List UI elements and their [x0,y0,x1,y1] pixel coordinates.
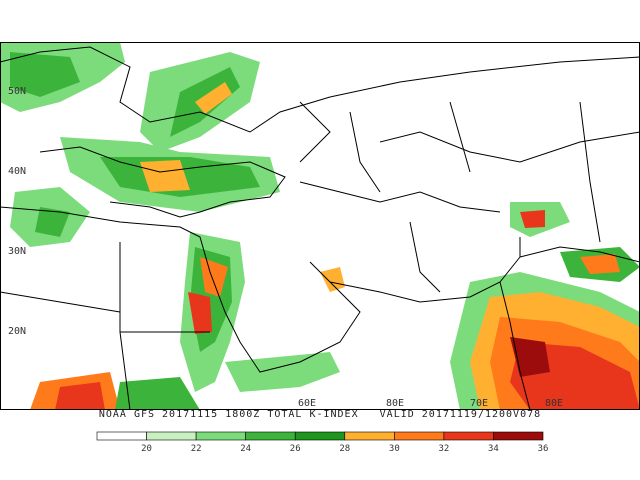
color-scale-tick-label: 32 [438,444,449,454]
lat-label-20n: 20N [8,326,26,337]
color-scale-tick-label: 24 [240,444,251,454]
lat-label-50n: 50N [8,86,26,97]
color-box [344,431,395,441]
lat-label-40n: 40N [8,166,26,177]
color-box [195,431,246,441]
color-scale-tick-label: 22 [191,444,202,454]
color-box [146,431,197,441]
color-scale-tick-label: 30 [389,444,400,454]
map-caption: NOAA GFS 20171115 1800Z TOTAL K-INDEX VA… [98,409,542,420]
lon-label-2: 80E [386,398,404,409]
color-box [294,431,346,441]
lat-label-30n: 30N [8,246,26,257]
color-scale-boxes [96,431,544,441]
color-box [443,431,494,441]
lon-label-1: 60E [298,398,316,409]
color-scale-tick-label: 20 [141,444,152,454]
coastlines [0,46,640,410]
color-scale-tick-label: 28 [339,444,350,454]
k-index-map: 50N 40N 30N 20N 60E 80E 70E 80E [0,42,640,410]
color-scale-tick-label: 34 [488,444,499,454]
lon-label-4: 80E [545,398,563,409]
color-scale-tick-label: 26 [290,444,301,454]
color-scale-ticks: 20 22 24 26 28 30 32 34 36 [141,444,548,454]
lon-label-3: 70E [470,398,488,409]
color-box [96,431,147,441]
k-index-shading [0,42,640,410]
color-box [394,431,445,441]
color-box [245,431,296,441]
color-scale: 20 22 24 26 28 30 32 34 36 [96,431,548,454]
color-scale-tick-label: 36 [538,444,549,454]
color-box [493,431,544,441]
